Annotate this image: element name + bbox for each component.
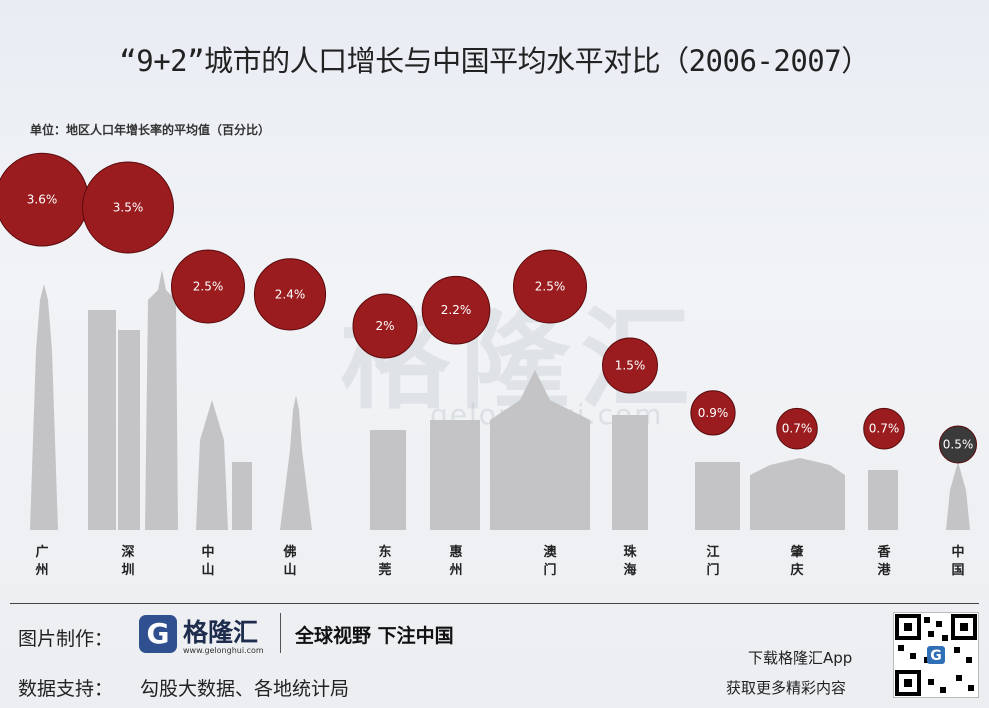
bubble-data-label: 1.5% (615, 359, 646, 373)
bubble-data-label: 2.5% (193, 280, 224, 294)
bubble (776, 407, 818, 450)
skyline-shape (280, 395, 312, 530)
category-label: 江 (706, 544, 719, 560)
category-label: 香 (876, 544, 891, 560)
unit-label: 单位：地区人口年增长率的平均值（百分比） (30, 123, 271, 137)
bubble (171, 249, 245, 324)
category-label: 州 (448, 563, 462, 578)
bubble-data-label: 2% (375, 319, 394, 333)
skyline-shape (370, 430, 406, 530)
skyline-shape (30, 284, 58, 530)
category-label: 广 (35, 544, 48, 560)
category-label: 东 (378, 544, 391, 560)
bubble (513, 249, 587, 324)
qr-code-icon: G (893, 612, 979, 698)
category-label: 圳 (121, 562, 134, 578)
skyline-shape (750, 458, 845, 530)
data-support-value: 勾股大数据、各地统计局 (140, 678, 350, 700)
category-label: 澳 (543, 544, 557, 560)
bubble-data-label: 2.4% (275, 287, 306, 301)
category-label: 莞 (378, 562, 391, 578)
category-label: 肇 (789, 544, 804, 560)
bubble (352, 293, 418, 359)
skyline-shape (88, 310, 116, 530)
category-label: 惠 (449, 544, 462, 560)
category-label: 珠 (623, 544, 637, 560)
skyline-shape (868, 470, 898, 530)
bubble-series: 3.6% 3.5% 2.5% 2.4% 2% 2.2% 2.5% 1.5% 0.9% 0.7% 0.… (0, 152, 977, 464)
app-download-text: 下载格隆汇App (748, 649, 853, 667)
category-label: 港 (877, 562, 891, 578)
category-label: 海 (623, 562, 636, 578)
brand-name: 格隆汇 (183, 618, 259, 647)
made-by-label: 图片制作： (18, 628, 114, 650)
bubble-chart: 3.6% 3.5% 2.5% 2.4% 2% 2.2% 2.5% 1.5% 0.9% 0.7% 0.… (0, 152, 977, 578)
skyline-shape (946, 462, 970, 530)
bubble (863, 407, 905, 450)
skyline-shape (118, 330, 140, 530)
category-label: 庆 (789, 562, 803, 578)
slogan: 全球视野 下注中国 (295, 625, 454, 647)
skyline-shape (232, 462, 252, 530)
footer-divider (10, 603, 979, 604)
bubble-data-label: 3.6% (27, 193, 58, 207)
brand-logo-icon: G (139, 615, 177, 653)
category-label: 门 (706, 562, 719, 578)
category-label: 山 (201, 562, 214, 578)
category-label: 深 (121, 544, 134, 560)
data-support-label: 数据支持： (18, 678, 114, 700)
chart-title: “9+2”城市的人口增长与中国平均水平对比（2006-2007） (119, 44, 870, 78)
bubble-data-label: 0.5% (943, 438, 974, 452)
app-promo-text: 获取更多精彩内容 (726, 679, 847, 697)
bubble-data-label: 2.2% (441, 303, 472, 317)
bubble (939, 425, 977, 464)
category-label: 门 (543, 562, 556, 578)
category-label: 中 (201, 544, 214, 560)
brand-url: www.gelonghui.com (183, 646, 264, 655)
bubble-data-label: 0.9% (698, 406, 729, 420)
bubble-data-label: 3.5% (113, 201, 144, 215)
category-label: 中 (951, 544, 964, 560)
skyline-shape (490, 370, 590, 530)
skyline-shape (196, 400, 228, 530)
bubble-data-label: 0.7% (782, 422, 813, 436)
city-skyline (30, 270, 970, 530)
bubble (602, 337, 658, 394)
category-label: 山 (283, 562, 296, 578)
bubble (421, 275, 491, 345)
skyline-shape (612, 415, 648, 530)
bubble (253, 258, 327, 331)
skyline-shape (695, 462, 740, 530)
bubble (82, 161, 174, 254)
category-label: 佛 (282, 544, 296, 560)
category-label: 州 (34, 563, 48, 578)
bubble-data-label: 0.7% (869, 422, 900, 436)
bubble-data-label: 2.5% (535, 280, 566, 294)
svg-text:G: G (930, 648, 942, 664)
footer-separator (280, 613, 281, 653)
skyline-shape (145, 270, 178, 530)
bubble (690, 390, 736, 436)
skyline-shape (430, 420, 480, 530)
category-label: 国 (951, 563, 964, 578)
